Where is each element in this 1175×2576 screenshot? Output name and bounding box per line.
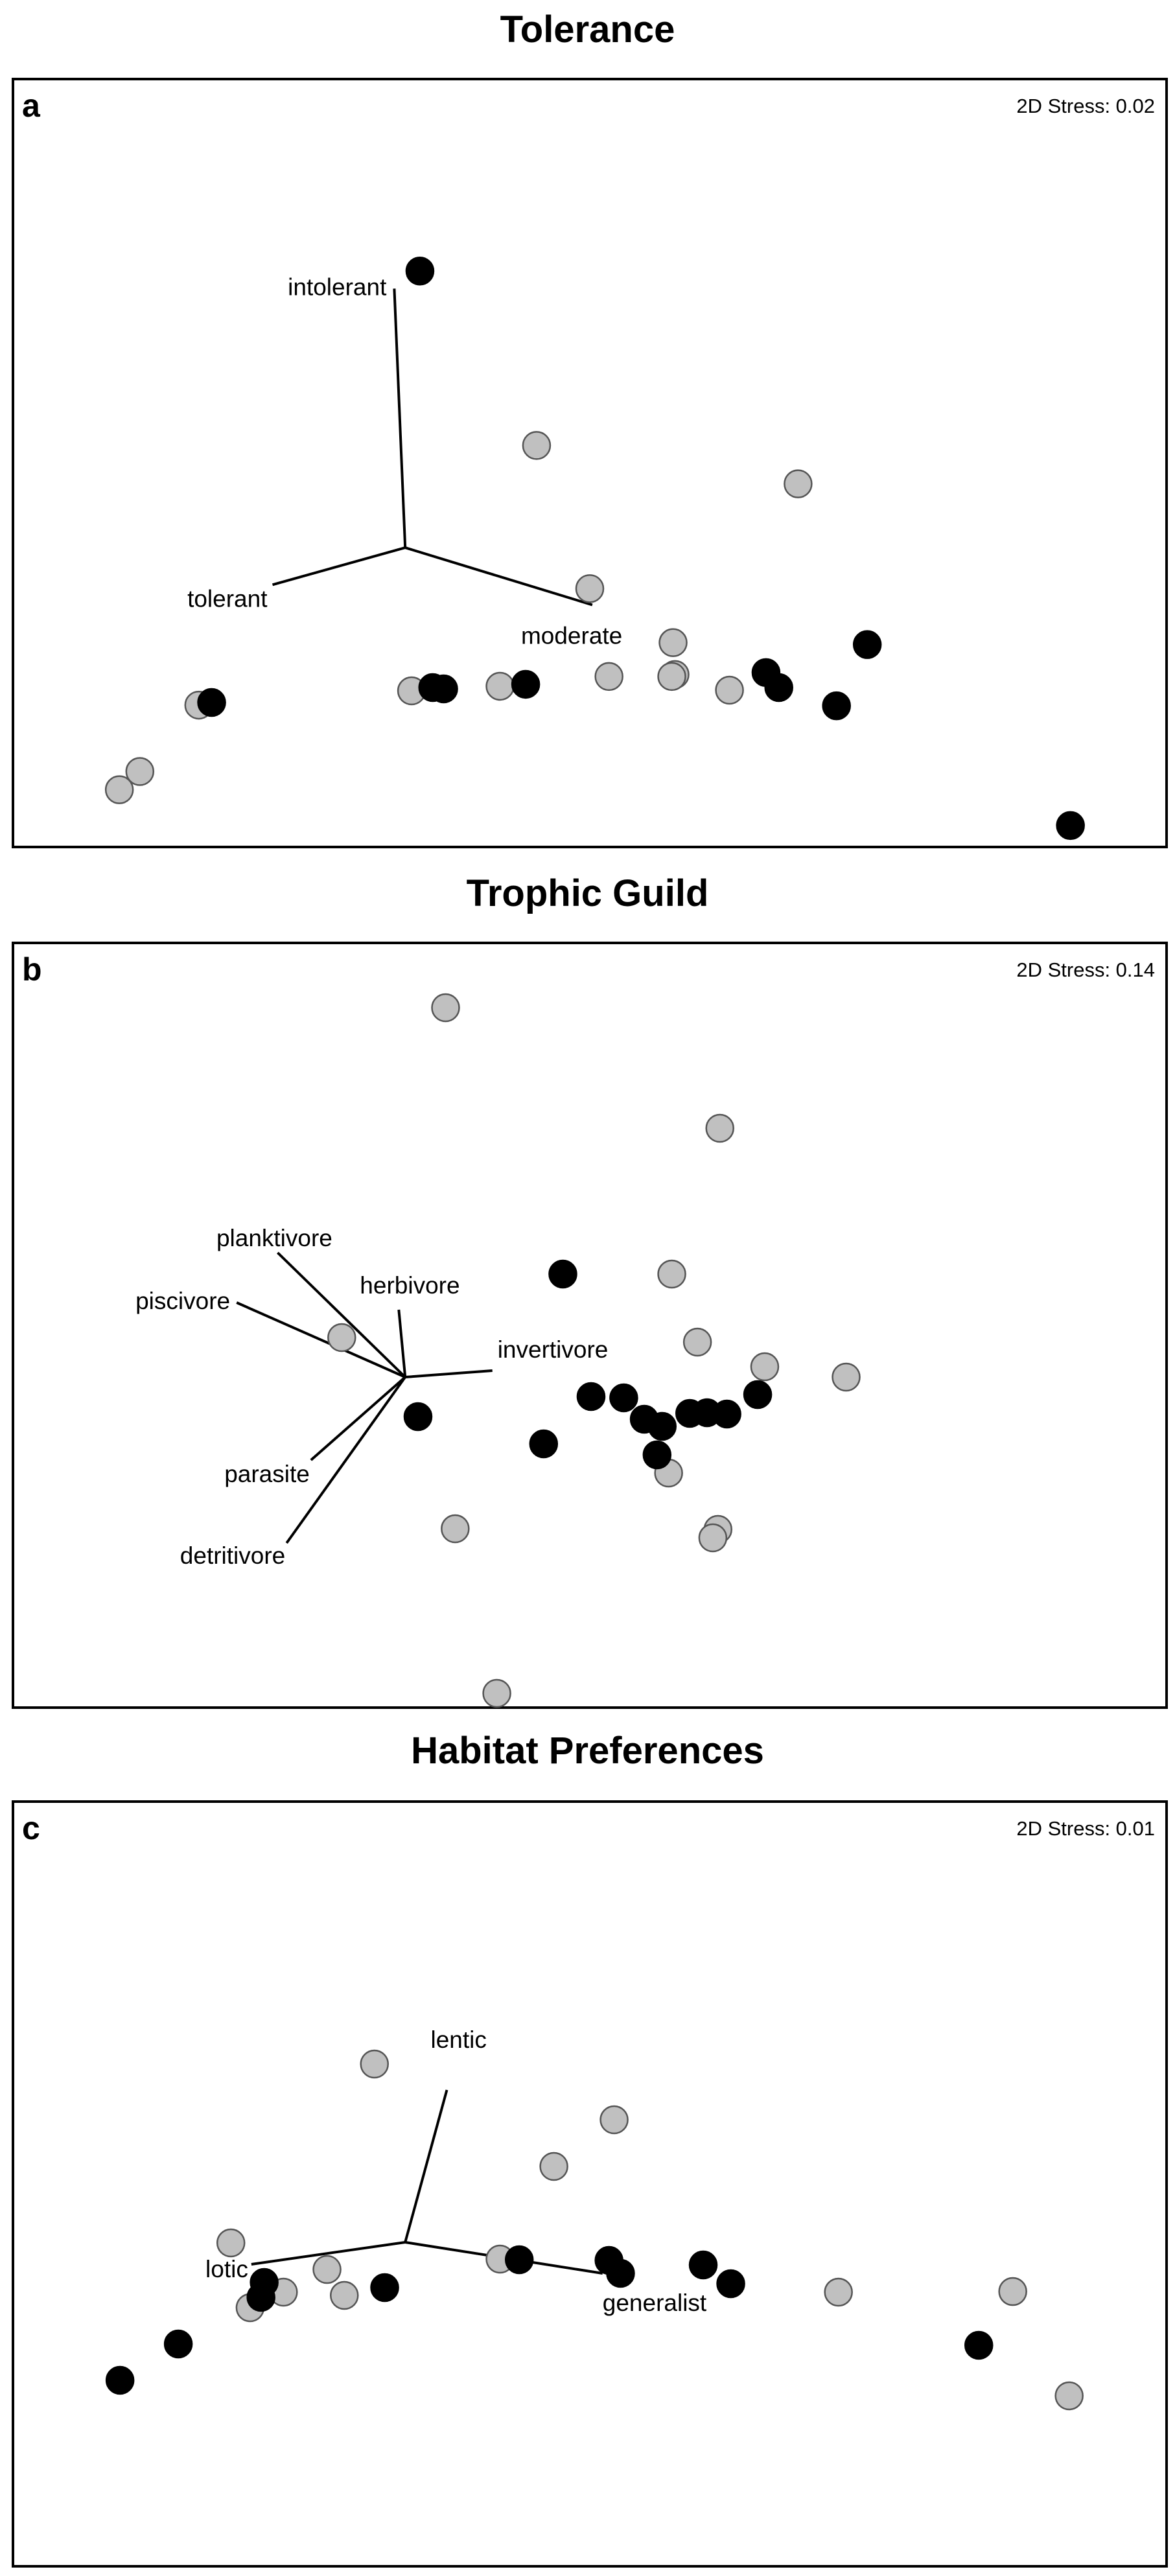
data-point-black xyxy=(511,669,541,699)
data-point-black xyxy=(764,673,793,702)
vector-label-moderate: moderate xyxy=(521,622,622,649)
vector-lotic xyxy=(251,2241,406,2266)
data-point-grey xyxy=(327,1323,356,1352)
panel-frame xyxy=(12,1800,1168,2568)
data-point-black xyxy=(246,2282,275,2312)
data-point-grey xyxy=(832,1362,861,1392)
data-point-grey xyxy=(482,1678,511,1708)
data-point-black xyxy=(642,1440,672,1470)
data-point-grey xyxy=(485,671,515,701)
data-point-grey xyxy=(104,775,134,804)
stress-label: 2D Stress: 0.14 xyxy=(1016,958,1155,981)
vector-label-generalist: generalist xyxy=(603,2290,707,2316)
data-point-grey xyxy=(715,675,744,705)
data-point-black xyxy=(964,2330,994,2360)
data-point-grey xyxy=(657,1259,686,1289)
data-point-black xyxy=(403,1402,433,1432)
data-point-black xyxy=(712,1399,741,1429)
data-point-black xyxy=(716,2269,745,2299)
panel-c: c 2D Stress: 0.01 lentic lotic generalist xyxy=(12,1800,1168,2568)
panel-c-title: Habitat Preferences xyxy=(411,1730,764,1772)
data-point-grey xyxy=(441,1514,470,1544)
data-point-black xyxy=(609,1383,638,1413)
data-point-black xyxy=(105,2365,135,2395)
data-point-grey xyxy=(705,1113,734,1143)
vector-label-lentic: lentic xyxy=(430,2026,486,2053)
data-point-grey xyxy=(657,662,686,691)
panel-b: b 2D Stress: 0.14 planktivore piscivore herb… xyxy=(12,942,1168,1709)
vector-label-planktivore: planktivore xyxy=(216,1225,332,1251)
data-point-grey xyxy=(575,574,605,603)
vector-herbivore xyxy=(397,1309,407,1378)
stress-label: 2D Stress: 0.01 xyxy=(1016,1817,1155,1840)
data-point-grey xyxy=(360,2049,389,2079)
vector-piscivore xyxy=(236,1301,406,1378)
data-point-black xyxy=(405,257,435,286)
data-point-black xyxy=(504,2245,534,2275)
panel-b-title: Trophic Guild xyxy=(466,872,709,914)
data-point-grey xyxy=(539,2152,568,2181)
panel-a-title: Tolerance xyxy=(500,8,675,51)
vector-lentic xyxy=(404,2089,448,2243)
vector-label-piscivore: piscivore xyxy=(135,1288,230,1314)
data-point-grey xyxy=(125,757,155,786)
vector-tolerant xyxy=(272,546,406,586)
vector-detritivore xyxy=(285,1376,406,1544)
vector-invertivore xyxy=(405,1369,493,1378)
data-point-black xyxy=(197,688,226,717)
panel-letter: c xyxy=(22,1810,40,1846)
data-point-grey xyxy=(682,1327,712,1357)
data-point-black xyxy=(743,1380,773,1410)
data-point-black xyxy=(688,2250,718,2280)
data-point-black xyxy=(429,674,458,704)
vector-label-tolerant: tolerant xyxy=(187,585,268,612)
data-point-grey xyxy=(599,2105,629,2135)
data-point-black xyxy=(852,630,882,659)
vector-moderate xyxy=(404,546,593,607)
data-point-black xyxy=(548,1259,577,1289)
vector-label-herbivore: herbivore xyxy=(360,1272,460,1299)
data-point-grey xyxy=(750,1352,780,1382)
data-point-grey xyxy=(216,2228,246,2258)
data-point-black xyxy=(1056,811,1085,841)
vector-label-lotic: lotic xyxy=(205,2256,248,2282)
panel-frame xyxy=(12,78,1168,848)
vector-parasite xyxy=(310,1376,406,1461)
vector-intolerant xyxy=(393,288,407,548)
data-point-black xyxy=(606,2258,635,2288)
data-point-grey xyxy=(998,2277,1027,2306)
data-point-grey xyxy=(784,469,813,498)
data-point-black xyxy=(370,2273,399,2303)
data-point-grey xyxy=(1054,2381,1084,2411)
data-point-grey xyxy=(431,993,460,1023)
data-point-grey xyxy=(824,2277,853,2307)
vector-label-invertivore: invertivore xyxy=(498,1336,609,1363)
data-point-black xyxy=(576,1382,606,1411)
vector-planktivore xyxy=(277,1251,406,1378)
data-point-grey xyxy=(594,662,623,691)
data-point-black xyxy=(163,2329,193,2359)
vector-label-detritivore: detritivore xyxy=(180,1542,285,1569)
stress-label: 2D Stress: 0.02 xyxy=(1016,95,1155,117)
vector-label-parasite: parasite xyxy=(224,1461,310,1487)
data-point-black xyxy=(822,691,851,721)
vector-label-intolerant: intolerant xyxy=(288,273,387,300)
data-point-grey xyxy=(658,628,688,657)
panel-letter: a xyxy=(22,87,41,124)
data-point-black xyxy=(529,1429,559,1459)
data-point-grey xyxy=(698,1523,728,1553)
panel-a: a 2D Stress: 0.02 intolerant tolerant modera… xyxy=(12,78,1168,848)
data-point-grey xyxy=(312,2255,342,2284)
panel-letter: b xyxy=(22,951,42,988)
data-point-grey xyxy=(522,431,552,460)
data-point-black xyxy=(647,1411,677,1441)
panel-frame xyxy=(12,942,1168,1709)
data-point-grey xyxy=(330,2280,359,2310)
